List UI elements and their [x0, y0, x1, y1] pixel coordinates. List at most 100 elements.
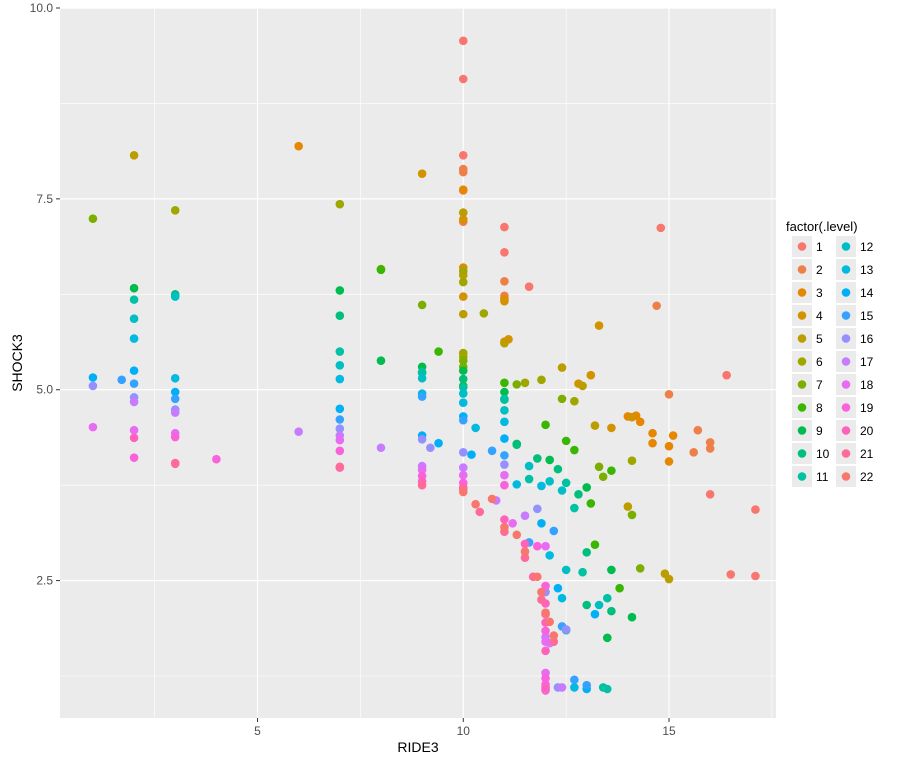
data-point: [500, 378, 509, 388]
legend-label: 13: [860, 263, 874, 277]
legend-swatch: [797, 449, 807, 458]
data-point: [722, 370, 731, 380]
data-point: [537, 519, 546, 528]
data-point: [376, 443, 386, 453]
legend-label: 17: [860, 355, 874, 369]
data-point: [170, 432, 180, 442]
data-point: [129, 433, 139, 443]
data-point: [549, 526, 559, 536]
data-point: [524, 461, 534, 471]
data-point: [570, 683, 579, 692]
legend-label: 14: [860, 286, 874, 300]
legend-label: 6: [816, 355, 823, 369]
data-point: [294, 141, 303, 151]
x-axis-ticks: 5 10 15: [254, 718, 676, 738]
data-point: [512, 380, 522, 389]
data-point: [594, 600, 604, 610]
data-point: [668, 431, 678, 440]
legend-label: 16: [860, 332, 874, 346]
data-point: [129, 366, 139, 375]
data-point: [582, 680, 592, 690]
data-point: [500, 451, 509, 460]
legend-swatch: [797, 334, 807, 343]
data-point: [458, 292, 468, 301]
legend-swatch: [841, 403, 851, 412]
y-tick-label: 2.5: [36, 574, 53, 588]
data-point: [500, 406, 509, 415]
data-point: [500, 480, 509, 490]
legend-swatch: [841, 265, 851, 274]
data-point: [170, 459, 180, 469]
data-point: [335, 404, 345, 414]
data-point: [376, 356, 386, 366]
data-point: [578, 381, 587, 391]
legend-label: 5: [816, 332, 823, 346]
data-point: [545, 455, 554, 465]
data-point: [533, 504, 542, 514]
data-point: [648, 438, 657, 448]
data-point: [726, 570, 736, 579]
data-point: [458, 36, 468, 46]
y-tick-label: 7.5: [36, 192, 53, 206]
legend-label: 19: [860, 401, 874, 415]
data-point: [417, 300, 427, 310]
legend-label: 11: [816, 470, 829, 484]
data-point: [88, 381, 98, 391]
data-point: [561, 478, 571, 488]
data-point: [561, 625, 571, 634]
data-point: [533, 454, 542, 463]
data-point: [586, 370, 596, 380]
data-point: [570, 503, 579, 513]
data-point: [524, 282, 534, 291]
data-point: [627, 510, 637, 520]
data-point: [689, 448, 699, 457]
data-point: [88, 214, 98, 224]
data-point: [705, 438, 715, 447]
data-point: [88, 422, 98, 432]
legend-swatch: [841, 426, 851, 435]
data-point: [500, 338, 509, 348]
legend-swatch: [841, 380, 851, 389]
data-point: [541, 626, 550, 636]
data-point: [170, 387, 180, 397]
data-point: [615, 583, 624, 593]
legend-title: factor(.level): [786, 219, 858, 234]
data-point: [590, 540, 600, 549]
data-point: [335, 347, 345, 356]
data-point: [582, 483, 592, 492]
data-point: [664, 390, 674, 399]
data-point: [458, 398, 468, 407]
x-axis-label: RIDE3: [397, 739, 438, 755]
data-point: [434, 347, 443, 356]
data-point: [129, 314, 139, 324]
data-point: [541, 581, 550, 591]
data-point: [541, 674, 550, 683]
data-point: [500, 515, 509, 524]
legend-swatch: [841, 242, 851, 251]
x-tick-label: 15: [662, 724, 676, 738]
data-point: [170, 408, 180, 417]
legend-label: 7: [816, 378, 823, 392]
data-point: [598, 472, 608, 482]
data-point: [508, 519, 517, 528]
data-point: [520, 553, 530, 562]
legend-swatch: [841, 449, 851, 458]
data-point: [458, 415, 468, 425]
data-point: [500, 222, 509, 232]
data-point: [500, 470, 509, 480]
data-point: [129, 379, 139, 388]
data-point: [602, 633, 612, 643]
legend-label: 15: [860, 309, 874, 323]
data-point: [623, 502, 633, 511]
legend-label: 4: [816, 309, 823, 323]
data-point: [627, 456, 637, 466]
data-point: [458, 208, 468, 217]
legend-label: 3: [816, 286, 823, 300]
data-point: [590, 421, 600, 430]
data-point: [648, 428, 657, 438]
data-point: [627, 612, 637, 622]
data-point: [561, 436, 571, 446]
data-point: [335, 360, 345, 370]
data-point: [487, 446, 497, 456]
